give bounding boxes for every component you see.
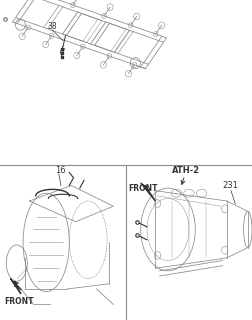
Text: 231: 231 (223, 181, 238, 190)
Polygon shape (141, 183, 155, 201)
Text: FRONT: FRONT (128, 184, 158, 193)
Text: 16: 16 (55, 165, 65, 175)
Text: 38: 38 (47, 21, 57, 31)
Polygon shape (11, 279, 21, 294)
Text: ATH-2: ATH-2 (172, 165, 200, 175)
Text: FRONT: FRONT (4, 298, 34, 307)
